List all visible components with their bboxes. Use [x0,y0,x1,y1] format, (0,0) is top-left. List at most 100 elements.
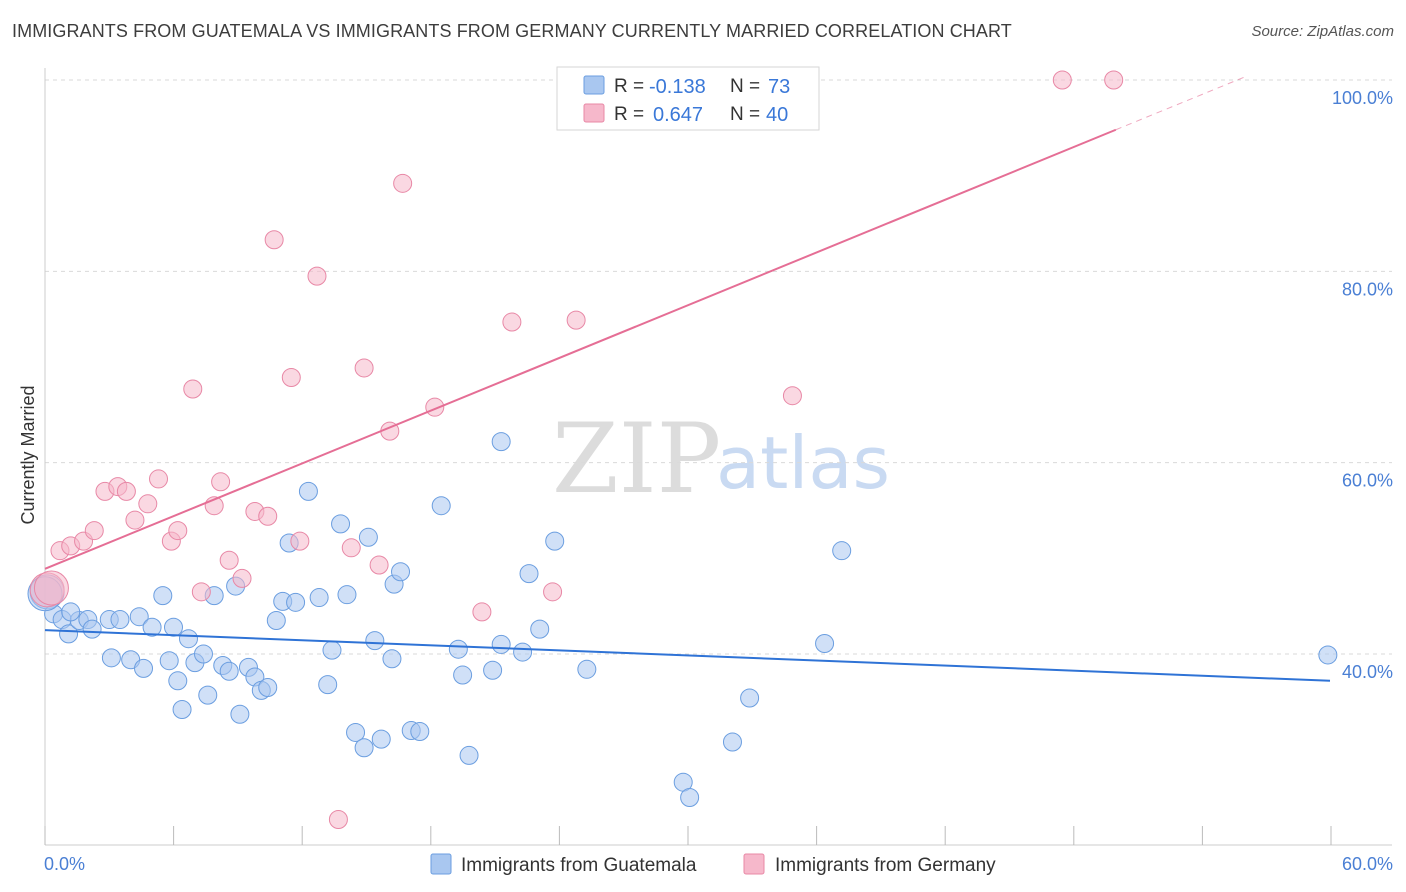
guatemala-point-35 [286,592,306,612]
germany-point-36 [782,386,802,406]
guatemala-point-69 [832,541,852,561]
y-tick-label-1: 60.0% [1342,471,1393,491]
stats-r-label-germany: R = [614,104,644,125]
germany-point-16 [211,472,231,492]
guatemala-point-54 [453,665,473,685]
germany-point-24 [307,266,327,286]
guatemala-point-48 [391,562,411,582]
x-tick-label-0: 0.0% [44,854,85,874]
guatemala-point-58 [491,432,511,452]
guatemala-point-6 [82,619,102,639]
germany-point-12 [168,521,188,541]
chart-title: IMMIGRANTS FROM GUATEMALA VS IMMIGRANTS … [12,21,1012,41]
y-tick-label-2: 80.0% [1342,279,1393,299]
germany-point-23 [290,531,310,551]
germany-point-17 [219,550,239,570]
guatemala-point-31 [258,677,278,697]
guatemala-point-51 [410,721,430,741]
trend-lines [44,76,1331,682]
guatemala-point-38 [318,675,338,695]
guatemala-point-25 [219,661,239,681]
stats-n-label-germany: N = [730,104,760,125]
germany-point-10 [149,469,169,489]
guatemala-point-59 [513,642,533,662]
germany-point-28 [369,555,389,575]
guatemala-point-8 [110,610,130,630]
trend-line-guatemala [44,629,1331,682]
guatemala-point-66 [722,732,742,752]
stats-r-value-guatemala: -0.138 [649,76,706,98]
guatemala-point-15 [134,658,154,678]
guatemala-point-9 [129,607,149,627]
trend-line-germany-extension [1115,76,1245,131]
germany-point-37 [1052,70,1072,90]
germany-point-14 [191,582,211,602]
watermark-zip: ZIP [552,403,721,515]
grid-layer [45,79,1392,655]
guatemala-point-55 [459,745,479,765]
germany-point-25 [328,810,348,830]
legend-label-guatemala: Immigrants from Guatemala [461,855,697,876]
germany-point-20 [258,506,278,526]
guatemala-point-63 [577,659,597,679]
guatemala-point-65 [680,788,700,807]
guatemala-point-60 [519,564,539,584]
guatemala-point-53 [448,639,468,659]
guatemala-point-16 [159,651,179,671]
germany-point-26 [341,538,361,558]
bottom-legend: Immigrants from Guatemala Immigrants fro… [430,853,996,876]
germany-point-22 [281,368,301,388]
legend-swatch-guatemala [430,853,452,875]
guatemala-point-68 [815,633,835,653]
stats-r-value-germany: 0.647 [653,104,703,126]
guatemala-point-21 [193,644,213,664]
guatemala-point-56 [483,660,503,680]
x-tick-label-1: 60.0% [1342,854,1393,874]
germany-point-39 [33,570,69,606]
series-germany-points [29,70,1124,830]
guatemala-point-67 [740,688,760,708]
germany-point-33 [502,312,522,332]
guatemala-point-39 [322,640,342,660]
germany-point-7 [116,481,136,501]
germany-point-30 [393,173,413,193]
tick-labels: 40.0% 60.0% 80.0% 100.0% 0.0% 60.0% [44,88,1393,874]
axis-layer [44,68,1392,846]
guatemala-point-27 [230,704,250,724]
germany-point-35 [566,310,586,330]
guatemala-point-42 [346,722,366,742]
guatemala-point-17 [168,671,188,691]
guatemala-point-52 [431,496,451,516]
stats-n-value-germany: 40 [766,104,788,126]
guatemala-point-72 [61,602,81,622]
guatemala-point-44 [358,527,378,547]
stats-n-value-guatemala: 73 [768,76,790,98]
y-tick-label-3: 100.0% [1332,88,1393,108]
germany-point-27 [354,358,374,378]
guatemala-point-10 [142,617,162,637]
germany-point-34 [543,582,563,602]
germany-point-8 [125,510,145,530]
source-label: Source: ZipAtlas.com [1251,23,1394,40]
guatemala-point-46 [371,729,391,749]
guatemala-point-37 [309,588,329,608]
legend-label-germany: Immigrants from Germany [775,855,996,876]
guatemala-point-57 [491,634,511,654]
guatemala-point-61 [530,619,550,639]
guatemala-point-11 [153,586,173,606]
germany-point-32 [472,602,492,622]
guatemala-point-43 [354,738,374,758]
guatemala-point-12 [164,617,183,637]
guatemala-point-49 [382,649,402,669]
germany-point-18 [232,568,252,588]
guatemala-point-36 [298,481,318,501]
legend-swatch-germany [743,853,765,875]
y-tick-label-0: 40.0% [1342,662,1393,682]
guatemala-point-70 [1318,645,1338,665]
guatemala-point-13 [101,648,121,668]
guatemala-point-18 [172,699,192,719]
guatemala-point-19 [178,629,198,649]
guatemala-point-40 [331,514,351,534]
germany-point-9 [138,494,158,514]
stats-legend-swatch-germany [583,103,605,123]
